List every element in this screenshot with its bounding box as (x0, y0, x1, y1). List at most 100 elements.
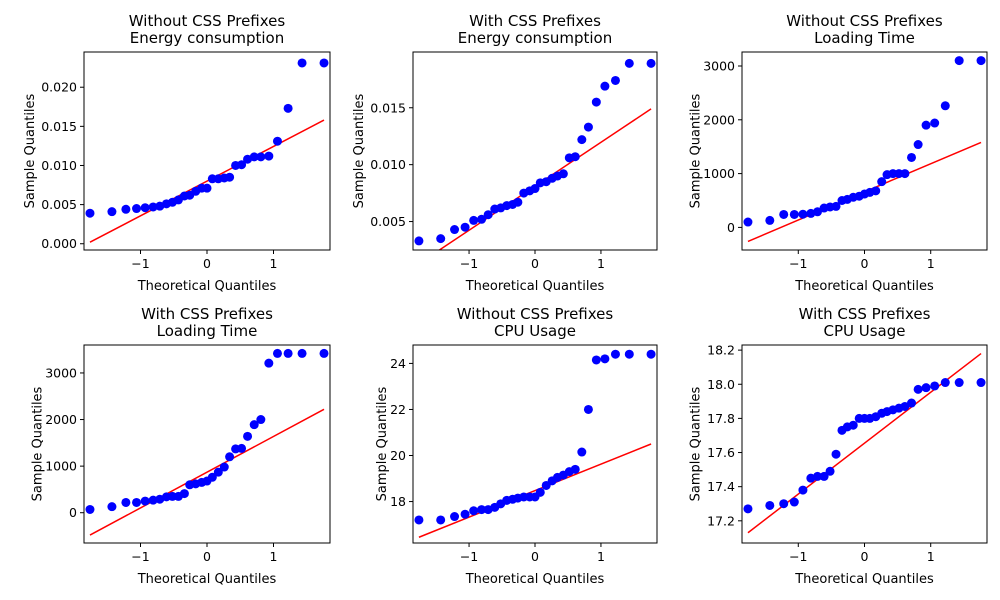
data-point (743, 504, 753, 514)
panel-title-line-1: Without CSS Prefixes (786, 12, 943, 30)
data-point (819, 471, 829, 481)
data-point (225, 452, 235, 462)
reference-line (89, 408, 325, 536)
data-point (219, 462, 229, 472)
data-point (900, 169, 910, 179)
data-point (831, 449, 841, 459)
data-point (85, 208, 95, 218)
data-point (930, 381, 940, 391)
data-point (591, 97, 601, 107)
data-point (436, 515, 446, 525)
data-point (469, 506, 479, 516)
data-point (954, 378, 964, 388)
y-tick-label: 0.000 (41, 236, 77, 251)
data-point (913, 140, 923, 150)
axes-frame (83, 344, 331, 544)
y-tick-label: 22 (390, 402, 406, 417)
x-tick-label: 0 (531, 256, 539, 271)
x-axis-label: Theoretical Quantiles (137, 279, 277, 294)
x-tick-label: −1 (131, 549, 149, 564)
y-tick-label: 17.8 (707, 411, 735, 426)
panel-title-line-1: With CSS Prefixes (469, 12, 601, 30)
y-axis-label: Sample Quantiles (375, 386, 390, 501)
data-point (907, 152, 917, 162)
data-point (798, 209, 808, 219)
data-point (900, 401, 910, 411)
data-point (121, 204, 131, 214)
y-tick-label: 0 (727, 220, 735, 235)
x-axis-label: Theoretical Quantiles (465, 279, 605, 294)
data-point (207, 472, 217, 482)
data-point (283, 103, 293, 113)
data-point (530, 184, 540, 194)
x-tick-label: 0 (203, 549, 211, 564)
data-point (319, 348, 329, 358)
data-point (477, 505, 487, 515)
data-point (264, 151, 274, 161)
data-point (469, 215, 479, 225)
data-point (646, 349, 656, 359)
x-axis-label: Theoretical Quantiles (794, 572, 934, 587)
data-point (249, 420, 259, 430)
data-point (256, 415, 266, 425)
panel-title-line-2: Energy consumption (458, 29, 612, 47)
data-point (976, 378, 986, 388)
y-tick-label: 3000 (703, 58, 735, 73)
data-point (460, 509, 470, 519)
axes-frame (412, 344, 658, 544)
axes-frame (741, 51, 988, 251)
data-point (297, 58, 307, 68)
data-point (812, 471, 822, 481)
data-point (765, 500, 775, 510)
data-point (583, 404, 593, 414)
y-axis-label: Sample Quantiles (31, 386, 46, 501)
data-point (558, 169, 568, 179)
panel-title-line-1: With CSS Prefixes (799, 305, 931, 323)
data-point (237, 160, 247, 170)
data-point (940, 101, 950, 111)
data-point (921, 383, 931, 393)
data-point (570, 464, 580, 474)
data-point (789, 209, 799, 219)
panel-title-line-1: Without CSS Prefixes (129, 12, 286, 30)
data-point (264, 358, 274, 368)
y-tick-label: 0.005 (41, 197, 77, 212)
plot-area (414, 349, 656, 538)
x-tick-label: 0 (861, 256, 869, 271)
data-point (483, 210, 493, 220)
data-point (297, 348, 307, 358)
data-point (213, 467, 223, 477)
data-point (789, 497, 799, 507)
x-tick-label: 0 (861, 549, 869, 564)
y-tick-label: 1000 (45, 459, 77, 474)
data-point (624, 349, 634, 359)
plot-area (743, 352, 986, 534)
y-tick-label: 0.015 (370, 100, 406, 115)
y-axis-label: Sample Quantiles (689, 386, 704, 501)
x-axis-label: Theoretical Quantiles (137, 572, 277, 587)
x-tick-label: −1 (460, 549, 478, 564)
data-point (202, 183, 212, 193)
y-tick-label: 20 (390, 448, 406, 463)
panel-title-line-2: CPU Usage (823, 322, 905, 340)
x-tick-label: −1 (131, 256, 149, 271)
y-tick-label: 0.010 (41, 158, 77, 173)
data-point (877, 177, 887, 187)
data-point (121, 497, 131, 507)
data-point (812, 207, 822, 217)
data-point (940, 378, 950, 388)
y-tick-label: 17.4 (707, 479, 735, 494)
y-axis-label: Sample Quantiles (23, 93, 38, 208)
y-tick-label: 17.6 (707, 445, 735, 460)
x-tick-label: 1 (270, 256, 278, 271)
data-point (319, 58, 329, 68)
data-point (256, 152, 266, 162)
y-tick-label: 1000 (703, 166, 735, 181)
plot-area (743, 56, 986, 243)
x-tick-label: −1 (460, 256, 478, 271)
data-point (414, 515, 424, 525)
y-axis-label: Sample Quantiles (352, 93, 367, 208)
y-tick-label: 2000 (45, 412, 77, 427)
